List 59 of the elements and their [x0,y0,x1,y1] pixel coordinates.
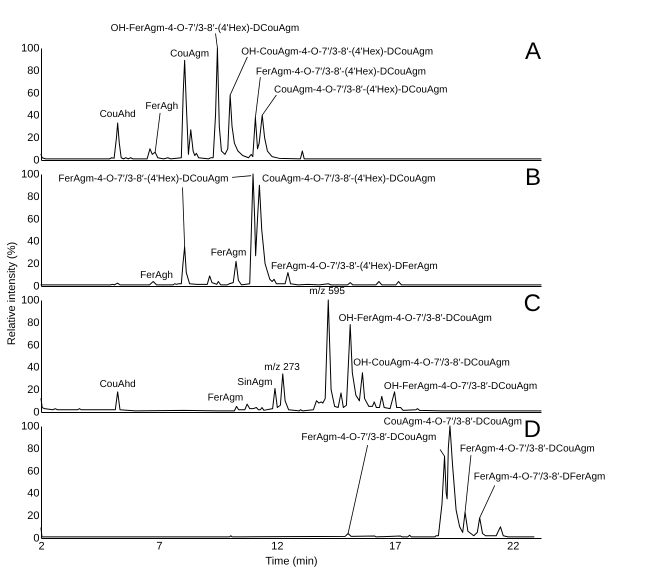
y-tick-label: 100 [21,168,40,180]
annotation: D [524,416,541,443]
y-tick-label: 0 [33,406,40,418]
x-tick-label: 22 [507,540,520,552]
y-tick-label: 80 [27,190,40,203]
annotation: m/z 273 [264,362,300,374]
x-tick-label: 12 [271,540,284,552]
y-tick-label: 80 [27,64,40,77]
annotation: CouAgm-4-O-7′/3-8′-(4'Hex)-DCouAgm [274,84,448,96]
y-tick-label: 20 [27,258,40,270]
y-tick-label: 100 [21,42,40,54]
annotation: FerAgm [210,247,246,258]
annotation: OH-CouAgm-4-O-7′/3-8′-(4'Hex)-DCouAgm [241,46,434,58]
y-tick-label: 40 [27,110,40,122]
y-tick-label: 40 [27,362,40,374]
y-tick-label: 40 [27,488,40,500]
y-tick-label: 80 [27,316,40,329]
y-tick-label: 80 [27,442,40,455]
x-tick-label: 2 [38,540,45,552]
annotation: B [524,164,541,191]
x-tick-label: 17 [389,540,402,552]
annotation: SinAgm [237,376,272,388]
y-tick-label: 100 [21,420,40,432]
y-tick-label: 20 [27,384,40,396]
annotation: CouAhd [100,109,136,120]
annotation: FerAgm-4-O-7′/3-8′-(4'Hex)-DCouAgm [256,66,426,78]
annotation: FerAgm [208,392,244,404]
y-tick-label: 60 [27,339,40,352]
annotation: CouAgm [170,48,210,60]
annotation: CouAgm-4-O-7′/3-8′-DCouAgm [384,416,522,428]
y-tick-label: 20 [27,510,40,522]
x-axis-title: Time (min) [265,556,318,568]
annotation: FerAgm-4-O-7′/3-8′-DFerAgm [474,471,606,482]
annotation: FerAgm-4-O-7′/3-8′-(4'Hex)-DFerAgm [270,260,438,272]
y-tick-label: 40 [27,236,40,248]
annotation: OH-FerAgm-4-O-7′/3-8′-DCouAgm [384,381,538,392]
annotation: FerAgh [145,101,178,112]
annotation: C [524,290,541,317]
annotation: FerAgh [140,270,173,281]
annotation: CouAhd [100,379,136,390]
x-tick-label: 7 [156,540,162,552]
y-axis-title: Relative intensity (%) [6,242,18,346]
annotation: FerAgm-4-O-7′/3-8′-DCouAgm [460,443,595,454]
y-tick-label: 60 [27,213,40,226]
y-tick-label: 60 [27,465,40,478]
annotation: FerAgm-4-O-7′/3-8′-(4'Hex)-DCouAgm [58,173,228,184]
y-tick-label: 60 [27,87,40,100]
annotation: OH-FerAgm-4-O-7′/3-8′-(4'Hex)-DCouAgm [110,22,300,34]
y-tick-label: 0 [33,280,40,292]
annotation: A [524,38,541,65]
y-tick-label: 0 [33,154,40,166]
annotation: m/z 595 [309,286,346,298]
annotation: FerAgm-4-O-7′/3-8′-DCouAgm [301,432,436,444]
annotation: OH-CouAgm-4-O-7′/3-8′-DCouAgm [353,358,510,369]
y-tick-label: 20 [27,132,40,144]
y-tick-label: 100 [21,294,40,306]
annotation: OH-FerAgm-4-O-7′/3-8′-DCouAgm [338,312,492,324]
y-tick-label: 0 [33,532,40,544]
annotation: CouAgm-4-O-7′/3-8′-(4'Hex)-DCouAgm [262,173,436,184]
